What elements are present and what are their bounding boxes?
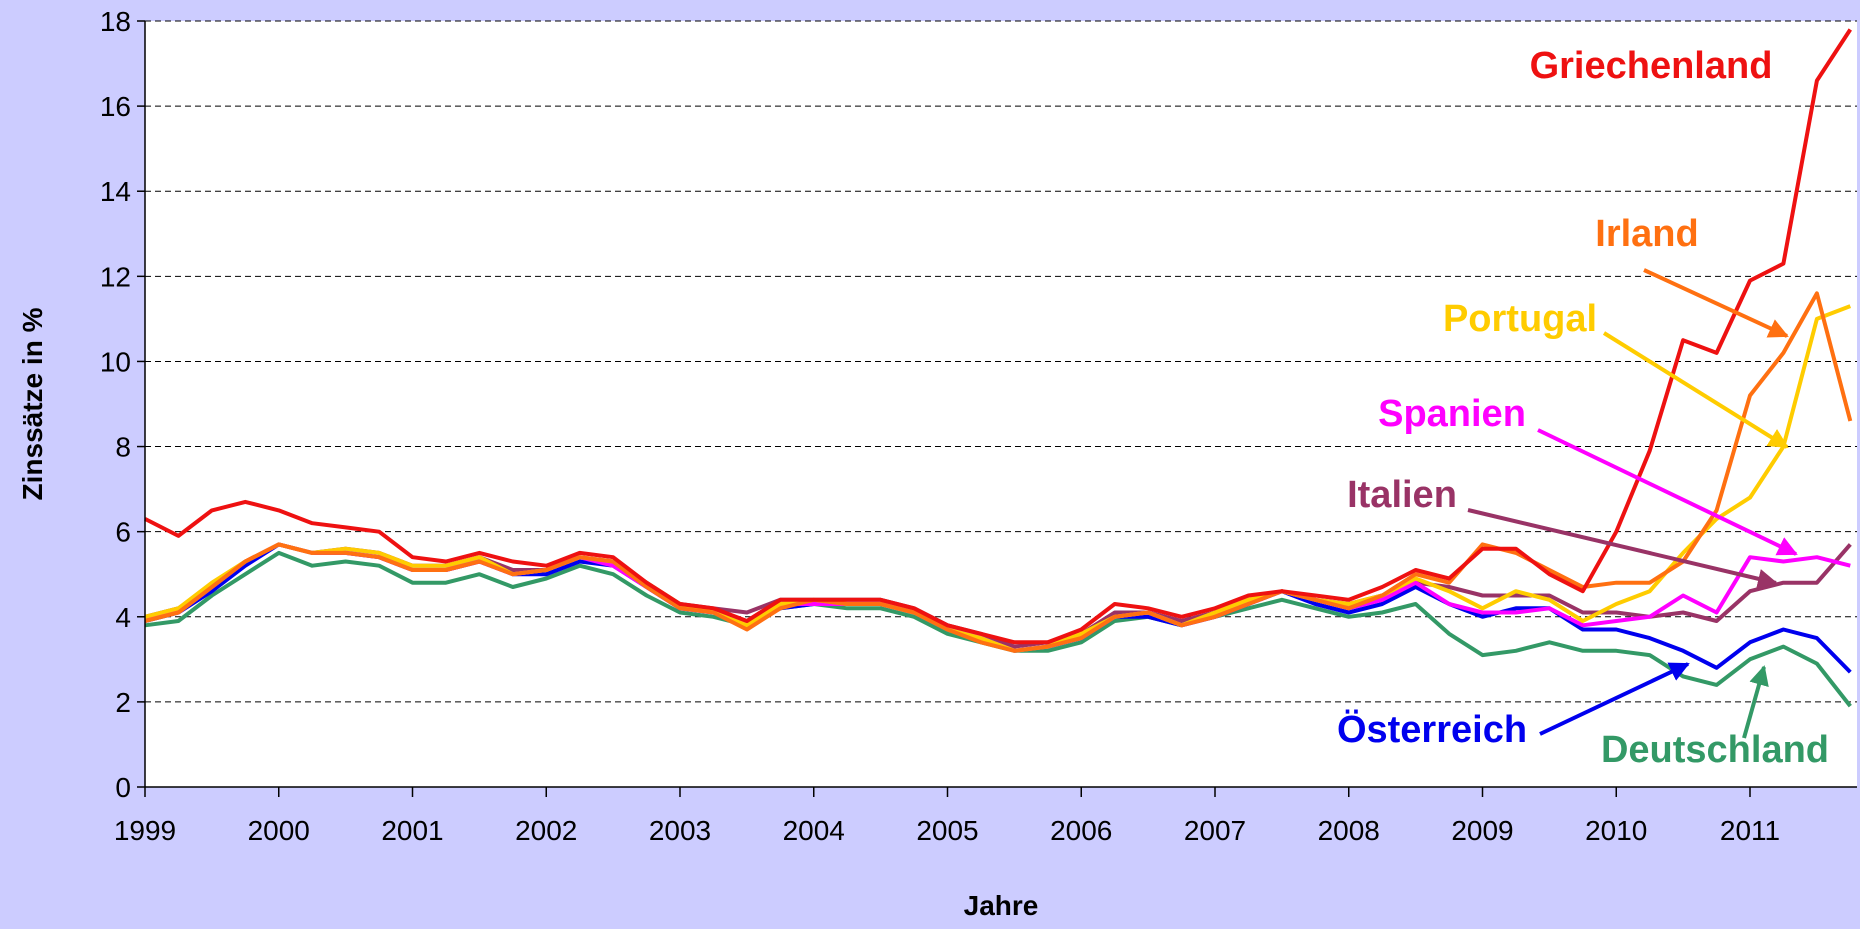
series-label: Griechenland: [1530, 45, 1773, 87]
label-arrow: [1537, 428, 1798, 556]
x-tick-label: 2007: [1184, 815, 1246, 846]
series-label: Spanien: [1378, 393, 1526, 435]
y-axis-label: Zinssätze in %: [17, 307, 48, 500]
axes: 0 2 4 6 8 10 12 14 16 18 1999 2000 2001 2002 2003 2004 2…: [100, 6, 1857, 846]
series-label: Italien: [1347, 474, 1457, 516]
series-line: [144, 291, 1853, 653]
y-tick-label: 2: [115, 687, 131, 718]
label-arrow: [1539, 662, 1690, 736]
x-tick-label: 1999: [114, 815, 176, 846]
x-tick-label: 2010: [1585, 815, 1647, 846]
label-arrow: [1643, 268, 1789, 338]
label-arrow: [1742, 665, 1769, 739]
y-tick-label: 4: [115, 602, 131, 633]
x-tick-label: 2006: [1050, 815, 1112, 846]
x-tick-label: 2008: [1318, 815, 1380, 846]
x-tick-label: 2005: [916, 815, 978, 846]
x-tick-label: 2009: [1451, 815, 1513, 846]
lines: [144, 28, 1853, 708]
y-tick-label: 12: [100, 261, 131, 292]
x-axis-label: Jahre: [964, 890, 1039, 921]
label-arrow: [1602, 331, 1789, 449]
x-tick-label: 2000: [248, 815, 310, 846]
x-tick-label: 2002: [515, 815, 577, 846]
label-arrow: [1467, 508, 1778, 589]
y-tick-label: 18: [100, 6, 131, 37]
y-tick-label: 10: [100, 346, 131, 377]
plot-area: [145, 21, 1857, 787]
x-tick-label: 2003: [649, 815, 711, 846]
x-tick-label: 2011: [1720, 815, 1780, 846]
series-line: [144, 28, 1852, 645]
series-labels: Deutschland Österreich Italien Spanien Portu…: [1337, 45, 1829, 771]
series-label: Österreich: [1337, 708, 1527, 751]
y-tick-label: 0: [115, 772, 131, 803]
series-label: Deutschland: [1601, 729, 1829, 771]
x-tick-label: 2001: [381, 815, 443, 846]
y-tick-label: 14: [100, 176, 131, 207]
y-tick-label: 16: [100, 91, 131, 122]
series-line: [144, 304, 1852, 653]
y-tick-label: 8: [115, 432, 131, 463]
x-tick-label: 2004: [783, 815, 845, 846]
y-tick-label: 6: [115, 517, 131, 548]
grid: [145, 20, 1857, 703]
series-label: Irland: [1595, 213, 1698, 255]
series-label: Portugal: [1443, 298, 1597, 340]
